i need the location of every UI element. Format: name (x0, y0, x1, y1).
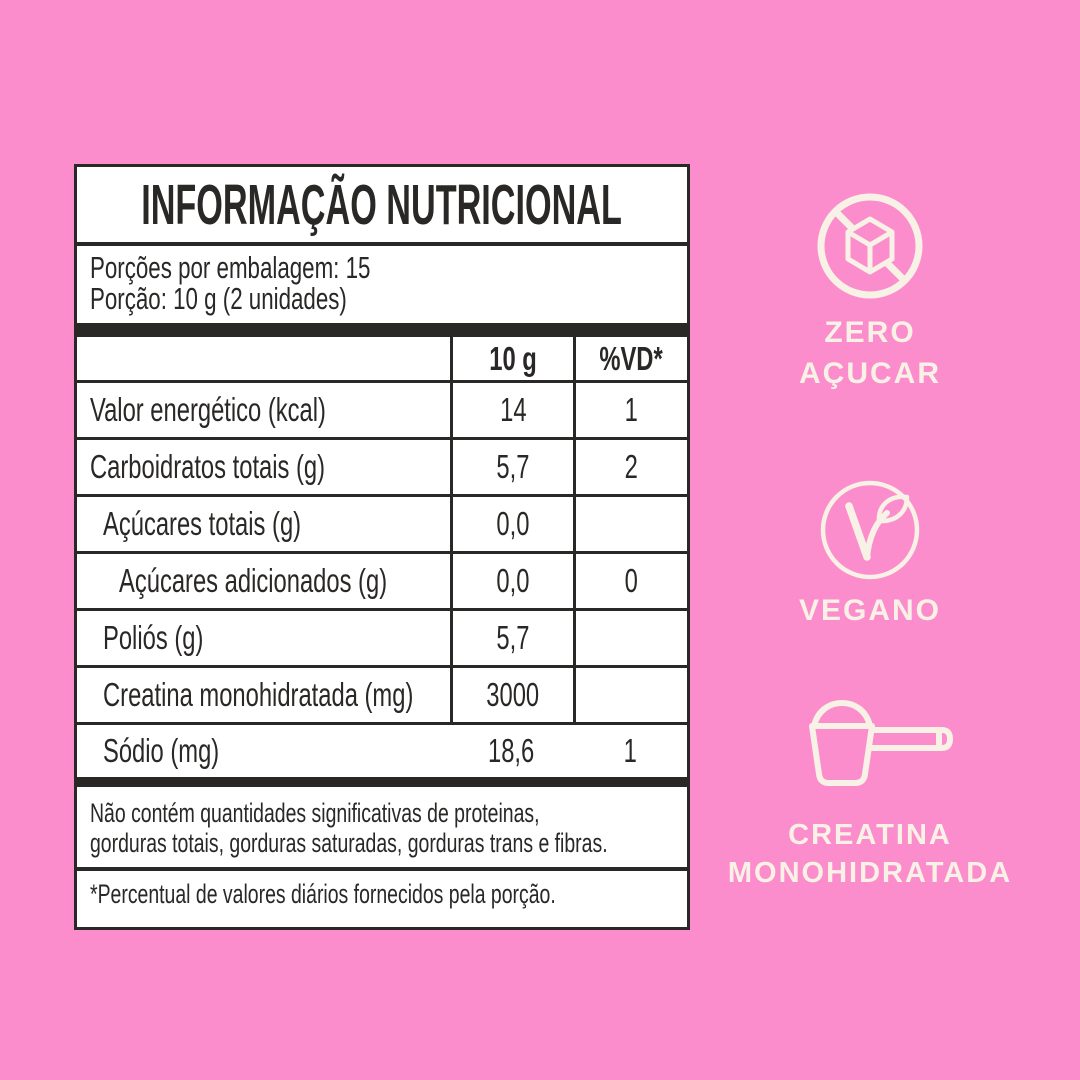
nutrient-row: Sódio (mg) 18,6 1 (77, 725, 687, 777)
table-bottom-bar (77, 777, 687, 787)
scoop (809, 700, 953, 786)
nutrient-amount-cell: 3000 (450, 668, 573, 722)
nutrient-name-cell: Sódio (mg) (103, 732, 220, 769)
nutrient-amount-cell: 5,7 (450, 440, 573, 494)
prohibition-circle (817, 193, 923, 299)
insignificant-amounts-note: Não contém quantidades significativas de… (90, 798, 608, 858)
scoop-handle (869, 727, 953, 751)
nutrient-name-cell: Valor energético (kcal) (90, 391, 326, 428)
nutrient-row: Açúcares totais (g) 0,0 (77, 497, 687, 554)
footnote-divider (77, 867, 687, 871)
nutrient-row: Carboidratos totais (g) 5,7 2 (77, 440, 687, 497)
nutrient-name-cell: Açúcares adicionados (g) (119, 562, 388, 599)
creatine-scoop-icon (809, 700, 953, 786)
scoop-cup (809, 723, 875, 786)
table-header-row: 10 g %VD* (77, 337, 687, 383)
daily-values-footnote: *Percentual de valores diários fornecido… (90, 879, 556, 909)
badge-vegan: VEGANO (700, 478, 1040, 631)
no-sugar-icon (817, 193, 923, 299)
nutrient-dv-cell: 2 (573, 440, 687, 494)
nutrient-amount-cell: 5,7 (450, 611, 573, 665)
v-leaf (845, 494, 910, 561)
nutrient-amount-cell: 0,0 (450, 497, 573, 551)
nutrient-dv-cell (573, 497, 687, 551)
sugar-cube (845, 216, 895, 275)
claim-badges-column: ZERO AÇUCAR VEGANO (700, 0, 1040, 1080)
nutrient-dv-cell (573, 611, 687, 665)
header-dv-cell: %VD* (573, 337, 687, 380)
nutrient-name-cell: Creatina monohidratada (mg) (103, 676, 414, 713)
nutrient-name-cell: Poliós (g) (103, 619, 204, 656)
powder-mound (811, 700, 873, 729)
nutrient-name-cell: Açúcares totais (g) (103, 505, 302, 542)
nutrient-amount-cell: 0,0 (450, 554, 573, 608)
title-divider (77, 242, 687, 246)
vegan-circle (820, 480, 920, 580)
table-top-bar (77, 323, 687, 337)
header-nutrient-cell (77, 337, 450, 380)
servings-per-package: Porções por embalagem: 15 (90, 250, 371, 285)
badge-creatine: CREATINA MONOHIDRATADA (700, 700, 1040, 892)
nutrient-amount-cell: 14 (450, 383, 573, 437)
nutrient-row: Creatina monohidratada (mg) 3000 (77, 668, 687, 725)
nutrient-dv-cell (573, 668, 687, 722)
label-title: INFORMAÇÃO NUTRICIONAL (141, 173, 623, 237)
nutrient-row: Poliós (g) 5,7 (77, 611, 687, 668)
nutrient-row: Açúcares adicionados (g) 0,0 0 (77, 554, 687, 611)
nutrient-amount-cell: 18,6 (488, 732, 535, 769)
creatine-label: CREATINA MONOHIDRATADA (727, 819, 1013, 889)
serving-size: Porção: 10 g (2 unidades) (90, 281, 347, 316)
nutrient-name-cell: Carboidratos totais (g) (90, 448, 326, 485)
table-body: Valor energético (kcal) 14 1 Carboidrato… (77, 383, 687, 777)
nutrient-row: Valor energético (kcal) 14 1 (77, 383, 687, 440)
nutrient-dv-cell: 0 (573, 554, 687, 608)
nutrition-label-card: INFORMAÇÃO NUTRICIONAL Porções por embal… (74, 164, 690, 930)
nutrient-dv-cell: 1 (623, 732, 637, 769)
header-amount-cell: 10 g (450, 337, 573, 380)
nutrition-table: 10 g %VD* Valor energético (kcal) 14 1 C… (77, 337, 687, 777)
nutrient-dv-cell: 1 (573, 383, 687, 437)
vegan-icon (820, 480, 920, 580)
zero-sugar-label: ZERO AÇUCAR (799, 316, 941, 390)
vegan-label: VEGANO (798, 594, 942, 627)
servings-info: Porções por embalagem: 15 Porção: 10 g (… (77, 252, 687, 314)
badge-zero-sugar: ZERO AÇUCAR (700, 190, 1040, 394)
